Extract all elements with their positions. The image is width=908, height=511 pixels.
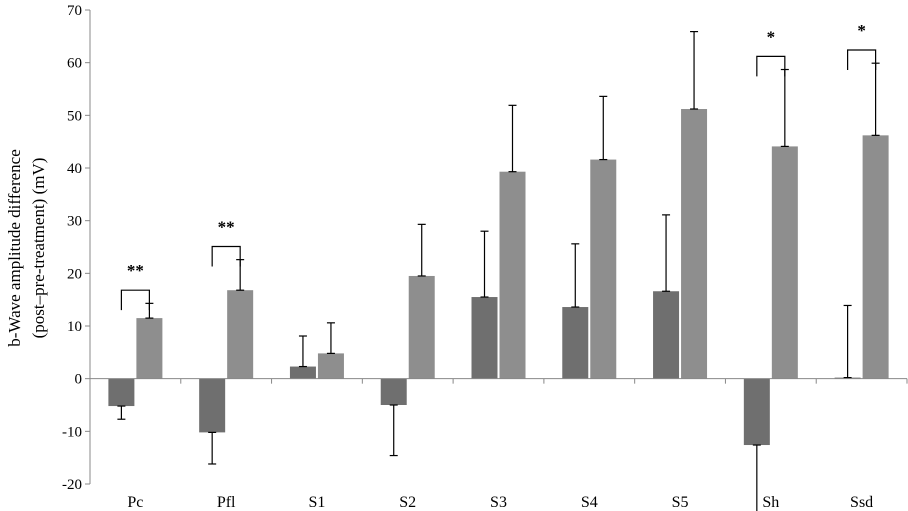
bar	[653, 291, 680, 379]
y-tick-label: 40	[67, 161, 82, 177]
bar	[408, 275, 435, 379]
y-tick-label: 30	[67, 214, 82, 230]
y-tick-label: 60	[67, 56, 82, 72]
x-category-label: S1	[308, 494, 325, 511]
bar	[681, 109, 708, 379]
bar	[289, 366, 316, 379]
y-axis: -20 -10 0 10 20 30 40 50 60 70	[62, 3, 91, 493]
significance-bracket	[120, 289, 150, 311]
y-tick-label: 10	[67, 319, 82, 335]
bar	[136, 318, 163, 379]
bar	[227, 290, 254, 379]
significance-markers: ***** *	[120, 21, 877, 311]
bar	[317, 353, 344, 379]
x-category-label: S5	[672, 494, 689, 511]
x-category-label: Sh	[762, 494, 779, 511]
bar	[862, 135, 889, 379]
y-tick-label: 20	[67, 266, 82, 282]
y-tick-label: -10	[62, 424, 82, 440]
x-category-label: Ssd	[850, 494, 873, 511]
bar	[499, 171, 526, 379]
y-tick-label: 50	[67, 108, 82, 124]
significance-label: *	[767, 27, 776, 46]
x-category-label: Pc	[127, 494, 143, 511]
bar	[380, 378, 407, 405]
significance-label: *	[857, 21, 866, 40]
bar	[590, 159, 617, 379]
significance-bracket	[847, 49, 877, 71]
x-category-label: S2	[399, 494, 416, 511]
y-axis-title-line-1: b-Wave amplitude difference	[5, 149, 24, 347]
significance-bracket	[211, 245, 241, 267]
bar	[771, 146, 798, 379]
significance-label: **	[218, 217, 235, 236]
x-category-label: Pfl	[217, 494, 236, 511]
bar	[471, 297, 498, 379]
significance-label: **	[127, 261, 144, 280]
y-axis-title-line-2: (post–pre-treatment) (mV)	[29, 158, 48, 339]
x-category-label: S3	[490, 494, 507, 511]
y-tick-label: -20	[62, 477, 82, 493]
bars	[108, 109, 889, 446]
bar	[199, 378, 226, 433]
bar	[562, 307, 589, 379]
x-axis: Pc Pfl S1 S2 S3 S4 S5 Sh Ssd	[89, 378, 908, 511]
y-tick-label: 0	[75, 372, 83, 388]
x-category-label: S4	[581, 494, 598, 511]
bar	[108, 378, 135, 407]
y-tick-label: 70	[67, 3, 82, 19]
significance-bracket	[756, 55, 786, 77]
bar	[743, 378, 770, 446]
y-axis-title: b-Wave amplitude difference (post–pre-tr…	[5, 149, 48, 347]
